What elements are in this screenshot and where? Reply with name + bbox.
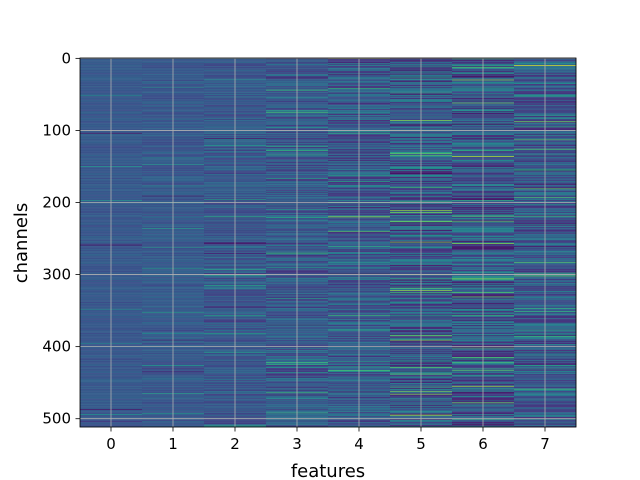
- y-tick-label: 300: [42, 266, 71, 284]
- x-tick-label: 4: [354, 435, 364, 453]
- y-tick-label: 500: [42, 410, 71, 428]
- y-tick-label: 0: [61, 49, 71, 67]
- x-tick-label: 2: [230, 435, 240, 453]
- y-tick-label: 200: [42, 194, 71, 212]
- grid-lines: [80, 57, 576, 427]
- y-tick-label: 100: [42, 121, 71, 139]
- x-axis-label: features: [291, 461, 365, 480]
- plot-frame: [79, 57, 577, 428]
- y-axis-label: channels: [11, 203, 32, 284]
- x-tick-label: 6: [478, 435, 488, 453]
- y-tick-label: 400: [42, 338, 71, 356]
- x-tick-label: 7: [540, 435, 550, 453]
- y-axis-ticks: 0 100 200 300 400 500: [42, 49, 80, 428]
- x-axis-ticks: 0 1 2 3 4 5 6 7: [106, 427, 550, 453]
- x-tick-label: 0: [106, 435, 116, 453]
- x-tick-label: 5: [416, 435, 426, 453]
- x-tick-label: 1: [168, 435, 178, 453]
- plot-area: [80, 58, 577, 428]
- x-tick-label: 3: [292, 435, 302, 453]
